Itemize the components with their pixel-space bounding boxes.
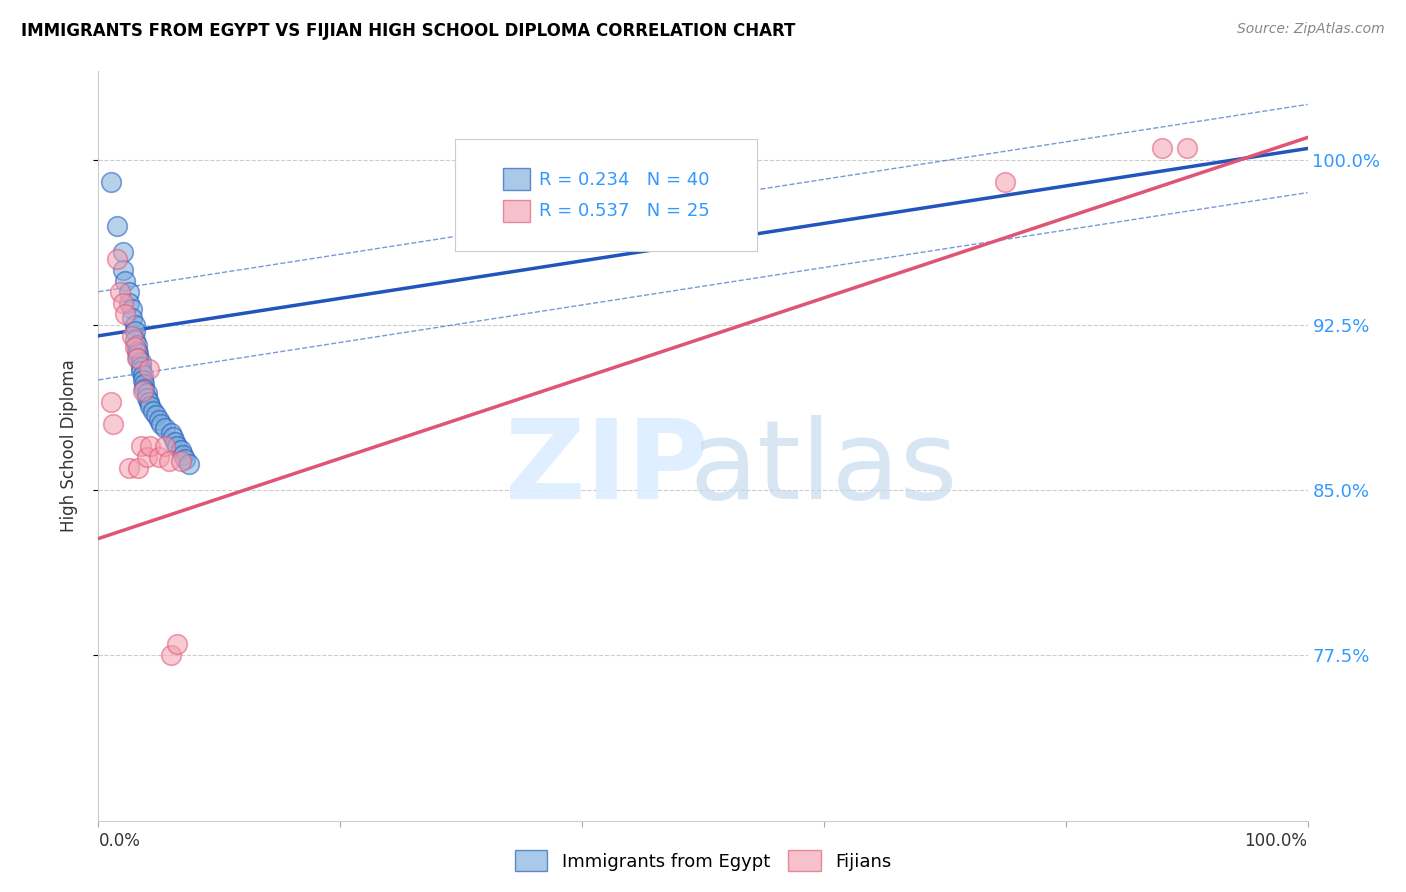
Point xyxy=(121,302,143,317)
Point xyxy=(169,443,191,458)
Point xyxy=(179,457,201,471)
Point xyxy=(129,364,152,378)
Y-axis label: High School Diploma: High School Diploma xyxy=(59,359,77,533)
Point xyxy=(148,450,170,464)
Point xyxy=(124,340,146,354)
Point xyxy=(148,412,170,426)
Point xyxy=(172,448,194,462)
Point xyxy=(114,307,136,321)
Text: atlas: atlas xyxy=(690,415,957,522)
Point xyxy=(157,454,180,468)
Point xyxy=(127,351,149,365)
Point xyxy=(132,384,155,398)
Point xyxy=(114,274,136,288)
Point xyxy=(124,333,146,347)
Point xyxy=(166,637,188,651)
Point xyxy=(139,400,162,414)
Point xyxy=(160,425,183,440)
Point xyxy=(108,285,131,299)
Point xyxy=(111,295,134,310)
Point xyxy=(121,328,143,343)
Point xyxy=(132,368,155,383)
Point xyxy=(111,262,134,277)
Point xyxy=(139,439,162,453)
Point xyxy=(134,377,156,392)
Point xyxy=(153,421,176,435)
Point xyxy=(1152,141,1174,155)
Point xyxy=(132,373,155,387)
Point xyxy=(118,285,141,299)
Point xyxy=(105,219,128,233)
Point xyxy=(162,430,184,444)
Text: Source: ZipAtlas.com: Source: ZipAtlas.com xyxy=(1237,22,1385,37)
Point xyxy=(135,450,157,464)
Text: 100.0%: 100.0% xyxy=(1244,831,1308,850)
Point xyxy=(111,245,134,260)
Point xyxy=(994,175,1017,189)
Legend: Immigrants from Egypt, Fijians: Immigrants from Egypt, Fijians xyxy=(508,843,898,879)
Point xyxy=(153,439,176,453)
Point xyxy=(101,417,124,431)
Point xyxy=(127,346,149,360)
Text: ZIP: ZIP xyxy=(505,415,709,522)
Text: 0.0%: 0.0% xyxy=(98,831,141,850)
Point xyxy=(134,382,156,396)
Point xyxy=(169,454,191,468)
Point xyxy=(1175,141,1198,155)
Point xyxy=(163,434,186,449)
Point xyxy=(118,461,141,475)
Point xyxy=(142,403,165,417)
Point xyxy=(105,252,128,266)
Point xyxy=(121,311,143,326)
Point xyxy=(135,391,157,405)
Text: IMMIGRANTS FROM EGYPT VS FIJIAN HIGH SCHOOL DIPLOMA CORRELATION CHART: IMMIGRANTS FROM EGYPT VS FIJIAN HIGH SCH… xyxy=(21,22,796,40)
Point xyxy=(166,439,188,453)
Point xyxy=(174,452,197,467)
Point xyxy=(100,175,122,189)
Point xyxy=(138,362,160,376)
Point xyxy=(127,337,149,351)
Point xyxy=(160,648,183,663)
Point xyxy=(118,295,141,310)
Point xyxy=(150,417,173,431)
Point xyxy=(124,325,146,339)
Point xyxy=(145,408,167,422)
Point xyxy=(100,395,122,409)
Point xyxy=(129,355,152,369)
Point xyxy=(129,439,152,453)
Point xyxy=(127,461,149,475)
Point xyxy=(124,318,146,332)
Point xyxy=(127,344,149,359)
Point xyxy=(127,351,149,365)
Point xyxy=(135,386,157,401)
Point xyxy=(129,359,152,374)
Point xyxy=(138,395,160,409)
